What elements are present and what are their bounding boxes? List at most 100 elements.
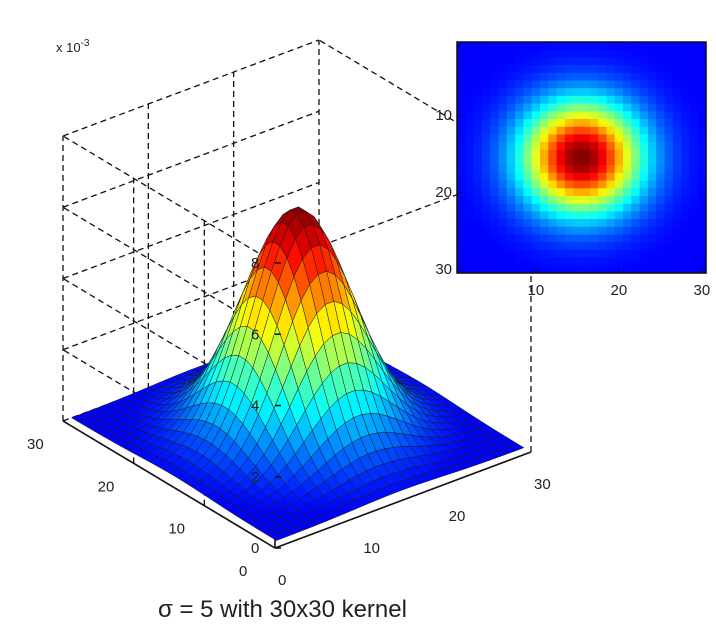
heatmap-cell <box>689 103 699 112</box>
heatmap-cell <box>506 103 516 112</box>
heatmap-cell <box>581 265 591 274</box>
heatmap-cell <box>465 95 475 105</box>
heatmap-cell <box>581 49 591 58</box>
heatmap-cell <box>556 142 566 151</box>
heatmap-plot: 10 20 30 10 20 30 <box>435 41 710 299</box>
heatmap-cell <box>481 257 491 266</box>
heatmap-cell <box>540 211 549 220</box>
heatmap-cell <box>614 172 624 182</box>
heatmap-cell <box>490 149 500 159</box>
heatmap-cell <box>548 242 558 251</box>
heatmap-cell <box>672 226 682 236</box>
heatmap-cell <box>481 126 491 135</box>
heatmap-cell <box>498 234 508 243</box>
heatmap-cell <box>523 49 533 58</box>
heatmap-cell <box>631 111 641 120</box>
heatmap-cell <box>623 188 632 197</box>
heatmap-cell <box>681 88 690 97</box>
heatmap-cell <box>481 265 491 274</box>
heatmap-cell <box>465 111 475 120</box>
heatmap-cell <box>656 88 666 97</box>
heatmap-cell <box>656 257 666 266</box>
heatmap-cell <box>515 88 524 97</box>
heatmap-cell <box>531 211 541 220</box>
heatmap-cell <box>498 226 508 236</box>
heatmap-cell <box>531 142 541 151</box>
heatmap-cell <box>548 119 558 128</box>
back-wall-gridline <box>62 253 320 351</box>
heatmap-cell <box>556 249 566 259</box>
heatmap-cell <box>465 72 475 82</box>
heatmap-cell <box>573 88 583 97</box>
heatmap-cell <box>681 219 690 228</box>
heatmap-cell <box>606 203 616 212</box>
heatmap-cell <box>531 103 541 112</box>
heatmap-cell <box>515 257 524 266</box>
heatmap-cell <box>672 219 682 228</box>
heatmap-cell <box>465 165 475 174</box>
heatmap-cell <box>498 103 508 112</box>
y-tick-label: 20 <box>98 478 115 495</box>
heatmap-cell <box>639 80 649 89</box>
heatmap-cell <box>672 80 682 89</box>
heatmap-cell <box>490 142 500 151</box>
heatmap-cell <box>647 165 657 174</box>
heatmap-cell <box>689 219 699 228</box>
heatmap-cell <box>697 57 707 66</box>
heatmap-cell <box>639 219 649 228</box>
heatmap-cell <box>548 219 558 228</box>
heatmap-cell <box>681 257 690 266</box>
heatmap-cell <box>656 149 666 159</box>
heatmap-cell <box>681 103 690 112</box>
heatmap-cell <box>697 203 707 212</box>
heatmap-cell <box>639 226 649 236</box>
z-multiplier-exponent: -3 <box>81 38 90 49</box>
heatmap-cell <box>672 134 682 143</box>
heatmap-cell <box>556 72 566 82</box>
heatmap-cell <box>581 65 591 74</box>
heatmap-cell <box>681 72 690 82</box>
heatmap-cell <box>589 149 599 159</box>
heatmap-cell <box>573 80 583 89</box>
heatmap-cell <box>581 119 591 128</box>
heatmap-cell <box>457 165 466 174</box>
heatmap-cell <box>689 257 699 266</box>
heatmap-cell <box>481 72 491 82</box>
heatmap-cell <box>540 165 549 174</box>
heatmap-cell <box>556 172 566 182</box>
heatmap-cell <box>465 57 475 66</box>
heatmap-cell <box>589 134 599 143</box>
heatmap-cell <box>481 149 491 159</box>
heatmap-cell <box>506 42 516 51</box>
heatmap-cell <box>664 126 674 135</box>
heatmap-cell <box>498 95 508 105</box>
heatmap-cell <box>548 95 558 105</box>
heatmap-cell <box>498 49 508 58</box>
heatmap-cell <box>639 42 649 51</box>
heatmap-cell <box>481 88 491 97</box>
heatmap-cell <box>606 157 616 166</box>
heatmap-cell <box>656 65 666 74</box>
heatmap-cell <box>681 142 690 151</box>
heatmap-cell <box>540 180 549 189</box>
heatmap-cell <box>564 134 574 143</box>
x-tick-label: 0 <box>278 572 286 589</box>
heatmap-cell <box>681 134 690 143</box>
heatmap-cell <box>481 103 491 112</box>
heatmap-cell <box>457 196 466 205</box>
heatmap-cell <box>540 188 549 197</box>
heatmap-cell <box>490 157 500 166</box>
heatmap-cell <box>556 95 566 105</box>
heatmap-cell <box>465 196 475 205</box>
heatmap-cell <box>573 219 583 228</box>
heatmap-cell <box>473 219 483 228</box>
heatmap-cell <box>473 57 483 66</box>
heatmap-cell <box>515 57 524 66</box>
heatmap-cell <box>515 126 524 135</box>
heatmap-cell <box>672 211 682 220</box>
heatmap-cell <box>573 49 583 58</box>
heatmap-cell <box>523 265 533 274</box>
heatmap-cell <box>573 165 583 174</box>
heatmap-cell <box>473 157 483 166</box>
